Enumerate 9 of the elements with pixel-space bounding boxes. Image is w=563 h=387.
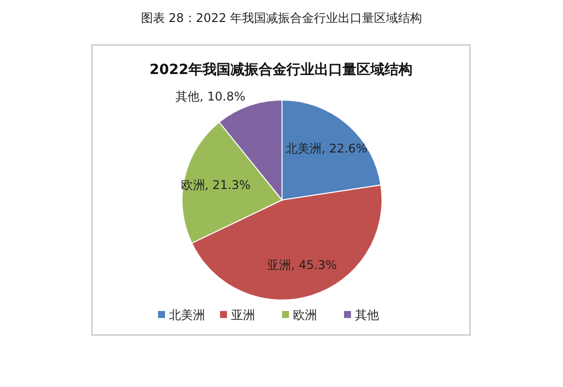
- legend-label: 亚洲: [231, 308, 255, 322]
- data-label: 北美洲, 22.6%: [285, 141, 368, 156]
- legend-label: 其他: [355, 308, 379, 322]
- data-label: 其他, 10.8%: [176, 89, 246, 104]
- legend-label: 欧洲: [293, 308, 317, 322]
- chart-title: 图表 28：2022 年我国减振合金行业出口量区域结构: [140, 11, 422, 25]
- data-label: 亚洲, 45.3%: [267, 258, 337, 272]
- legend-label: 北美洲: [169, 308, 205, 322]
- chart-subtitle: 2022年我国减振合金行业出口量区域结构: [150, 62, 412, 78]
